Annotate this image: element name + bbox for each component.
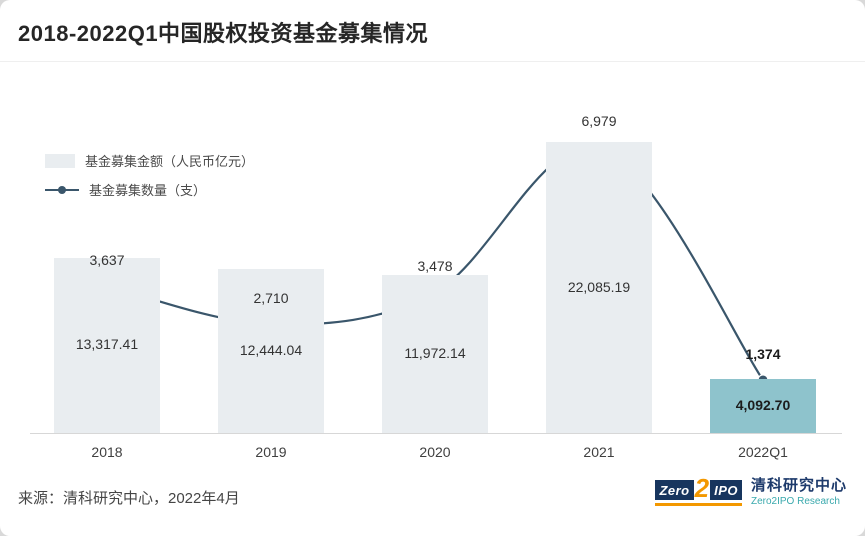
x-tick-2018: 2018 [91,444,123,460]
zero2ipo-logo-mark: Zero 2 IPO [655,472,742,506]
line-value-2019: 2,710 [253,290,289,307]
bar-2021 [546,142,652,433]
line-swatch-icon [45,185,79,194]
legend-item-count: 基金募集数量（支） [45,175,254,204]
bar-2018 [54,257,160,433]
legend-label-count: 基金募集数量（支） [89,183,207,198]
logo-ipo-box: IPO [710,480,742,501]
line-dot-icon [58,185,66,194]
x-tick-2022Q1: 2022Q1 [738,444,788,460]
line-value-2022Q1: 1,374 [745,345,781,362]
bar-value-2022Q1: 4,092.70 [735,397,791,414]
bar-2022Q1 [710,379,816,433]
line-value-2021: 6,979 [581,113,617,129]
bar-swatch-icon [45,153,75,168]
source-note: 来源：清科研究中心，2022年4月 [18,490,240,507]
bar-value-2018: 13,317.41 [75,336,139,353]
x-tick-2021: 2021 [583,444,615,460]
logo-two: 2 [694,472,710,503]
x-tick-2020: 2020 [419,444,451,460]
legend-item-amount: 基金募集金额（人民币亿元） [45,146,254,175]
x-tick-2019: 2019 [255,444,287,460]
zero2ipo-logo: Zero 2 IPO 清科研究中心 Zero2IPO Research [655,472,847,508]
bar-value-2019: 12,444.04 [239,342,303,359]
legend: 基金募集金额（人民币亿元） 基金募集数量（支） [45,146,254,204]
logo-name-cn: 清科研究中心 [750,477,847,494]
logo-text: 清科研究中心 Zero2IPO Research [751,477,847,508]
x-axis-line [30,433,842,434]
legend-label-amount: 基金募集金额（人民币亿元） [85,154,255,169]
logo-zero-box: Zero [655,480,694,501]
logo-name-en: Zero2IPO Research [750,495,840,507]
bar-2019 [218,269,324,433]
line-value-2020: 3,478 [417,258,453,275]
bar-2020 [382,275,488,433]
title-divider [0,61,865,62]
page-title: 2018-2022Q1中国股权投资基金募集情况 [18,21,429,46]
bar-value-2020: 11,972.14 [404,345,466,362]
line-value-2018: 3,637 [89,251,125,268]
bar-value-2021: 22,085.19 [567,278,631,295]
